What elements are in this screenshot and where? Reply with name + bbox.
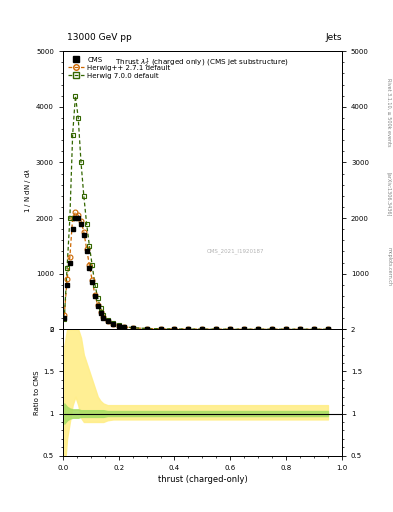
Text: [arXiv:1306.3436]: [arXiv:1306.3436] [386, 173, 391, 217]
Y-axis label: Ratio to CMS: Ratio to CMS [34, 370, 40, 415]
X-axis label: thrust (charged-only): thrust (charged-only) [158, 475, 247, 484]
Text: 13000 GeV pp: 13000 GeV pp [67, 33, 132, 42]
Text: CMS_2021_I1920187: CMS_2021_I1920187 [207, 248, 264, 254]
Text: Thrust $\lambda_2^1$ (charged only) (CMS jet substructure): Thrust $\lambda_2^1$ (charged only) (CMS… [115, 57, 290, 70]
Legend: CMS, Herwig++ 2.7.1 default, Herwig 7.0.0 default: CMS, Herwig++ 2.7.1 default, Herwig 7.0.… [66, 55, 173, 81]
Y-axis label: $\mathrm{1}$ / $\mathrm{N}$ $\mathrm{d}\mathrm{N}$ / $\mathrm{d}\lambda$: $\mathrm{1}$ / $\mathrm{N}$ $\mathrm{d}\… [23, 168, 33, 213]
Text: Jets: Jets [325, 33, 342, 42]
Text: Rivet 3.1.10, ≥ 500k events: Rivet 3.1.10, ≥ 500k events [386, 78, 391, 147]
Text: mcplots.cern.ch: mcplots.cern.ch [386, 247, 391, 286]
